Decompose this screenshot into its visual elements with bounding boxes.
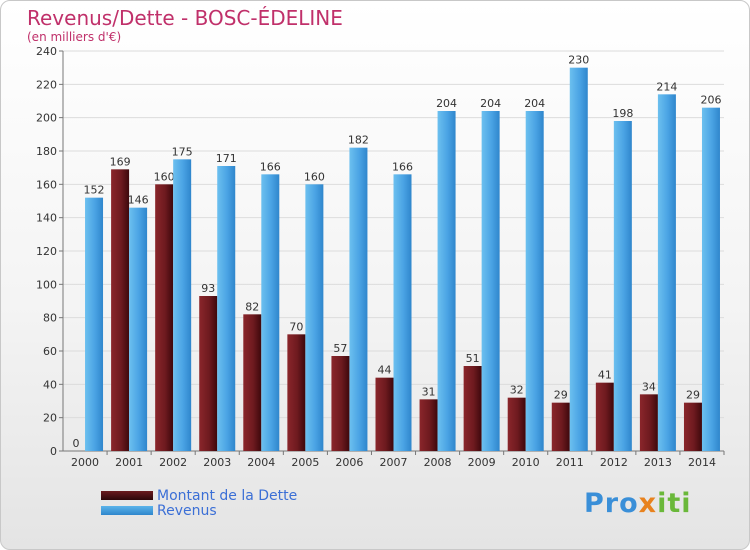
data-label-revenus: 214 (656, 80, 677, 93)
data-label-revenus: 171 (216, 152, 237, 165)
bar-dette (287, 334, 306, 451)
legend-item-revenus: Revenus (101, 502, 297, 519)
legend-item-dette: Montant de la Dette (101, 487, 298, 504)
data-label-dette: 29 (686, 389, 700, 402)
bar-revenus (217, 166, 236, 451)
x-tick-label: 2003 (203, 456, 231, 469)
bar-revenus (657, 94, 676, 451)
data-label-dette: 29 (554, 389, 568, 402)
bar-dette (243, 314, 262, 451)
data-label-dette: 51 (466, 352, 480, 365)
data-label-revenus: 204 (436, 97, 457, 110)
data-label-dette: 32 (510, 384, 524, 397)
chart-subtitle: (en milliers d'€) (27, 30, 122, 44)
y-tick-label: 80 (43, 312, 57, 325)
bar-dette (199, 296, 218, 451)
data-label-revenus: 204 (480, 97, 501, 110)
x-tick-label: 2013 (644, 456, 672, 469)
y-tick-label: 20 (43, 412, 57, 425)
bar-revenus (261, 174, 280, 452)
y-tick-label: 0 (50, 445, 57, 458)
proxiti-logo: Proxiti (584, 488, 692, 519)
data-label-revenus: 175 (172, 145, 193, 158)
bar-revenus (613, 121, 632, 451)
y-tick-label: 100 (36, 278, 57, 291)
x-tick-label: 2007 (380, 456, 408, 469)
bar-revenus (85, 197, 104, 451)
y-tick-label: 180 (36, 145, 57, 158)
bar-dette (155, 184, 174, 452)
bar-dette (463, 366, 482, 451)
x-tick-label: 2014 (688, 456, 716, 469)
data-label-revenus: 166 (392, 160, 413, 173)
x-tick-label: 2011 (556, 456, 584, 469)
y-tick-label: 200 (36, 112, 57, 125)
data-label-revenus: 182 (348, 134, 369, 147)
bar-revenus (481, 111, 500, 451)
legend-label-dette: Montant de la Dette (157, 487, 298, 504)
bar-revenus (305, 184, 324, 452)
x-tick-label: 2012 (600, 456, 628, 469)
x-tick-label: 2001 (115, 456, 143, 469)
y-tick-label: 40 (43, 378, 57, 391)
y-tick-label: 140 (36, 212, 57, 225)
x-tick-label: 2005 (291, 456, 319, 469)
bar-revenus (569, 67, 588, 452)
data-label-revenus: 198 (612, 107, 633, 120)
data-label-dette: 57 (333, 342, 347, 355)
bar-revenus (701, 107, 720, 452)
data-label-revenus: 230 (568, 54, 589, 67)
data-label-dette: 93 (201, 282, 215, 295)
x-tick-label: 2000 (71, 456, 99, 469)
data-label-revenus: 206 (700, 94, 721, 107)
data-label-dette: 82 (245, 300, 259, 313)
y-tick-label: 120 (36, 245, 57, 258)
x-tick-label: 2004 (247, 456, 275, 469)
bar-dette (595, 382, 614, 451)
data-label-dette: 44 (378, 364, 392, 377)
data-label-revenus: 204 (524, 97, 545, 110)
data-label-revenus: 166 (260, 160, 281, 173)
bar-dette (419, 399, 438, 451)
data-label-dette: 41 (598, 369, 612, 382)
bar-revenus (349, 147, 368, 451)
x-tick-label: 2006 (335, 456, 363, 469)
legend-label-revenus: Revenus (157, 502, 217, 519)
bar-dette (683, 402, 702, 451)
bar-dette (639, 394, 658, 451)
bar-revenus (393, 174, 412, 452)
data-label-dette: 160 (154, 170, 175, 183)
legend-swatch-dette (101, 491, 153, 500)
y-tick-label: 60 (43, 345, 57, 358)
data-label-dette: 34 (642, 380, 656, 393)
x-tick-label: 2008 (424, 456, 452, 469)
x-tick-label: 2010 (512, 456, 540, 469)
y-tick-label: 160 (36, 178, 57, 191)
bar-revenus (129, 207, 148, 451)
data-label-revenus: 152 (84, 184, 105, 197)
y-tick-label: 240 (36, 45, 57, 58)
bar-dette (375, 377, 394, 451)
bar-dette (507, 397, 526, 451)
data-label-revenus: 160 (304, 170, 325, 183)
bar-dette (551, 402, 570, 451)
bar-dette (331, 356, 350, 451)
chart-title: Revenus/Dette - BOSC-ÉDELINE (27, 6, 343, 30)
data-label-dette: 0 (73, 437, 80, 450)
y-tick-label: 220 (36, 78, 57, 91)
data-label-dette: 31 (422, 385, 436, 398)
data-label-dette: 70 (289, 320, 303, 333)
bar-revenus (173, 159, 192, 452)
data-label-dette: 169 (110, 155, 131, 168)
data-label-revenus: 146 (128, 194, 149, 207)
bar-revenus (525, 111, 544, 451)
bar-revenus (437, 111, 456, 451)
legend: Montant de la Dette Revenus (101, 487, 298, 519)
x-tick-label: 2009 (468, 456, 496, 469)
legend-swatch-revenus (101, 506, 153, 515)
bar-dette (111, 169, 130, 452)
x-tick-label: 2002 (159, 456, 187, 469)
